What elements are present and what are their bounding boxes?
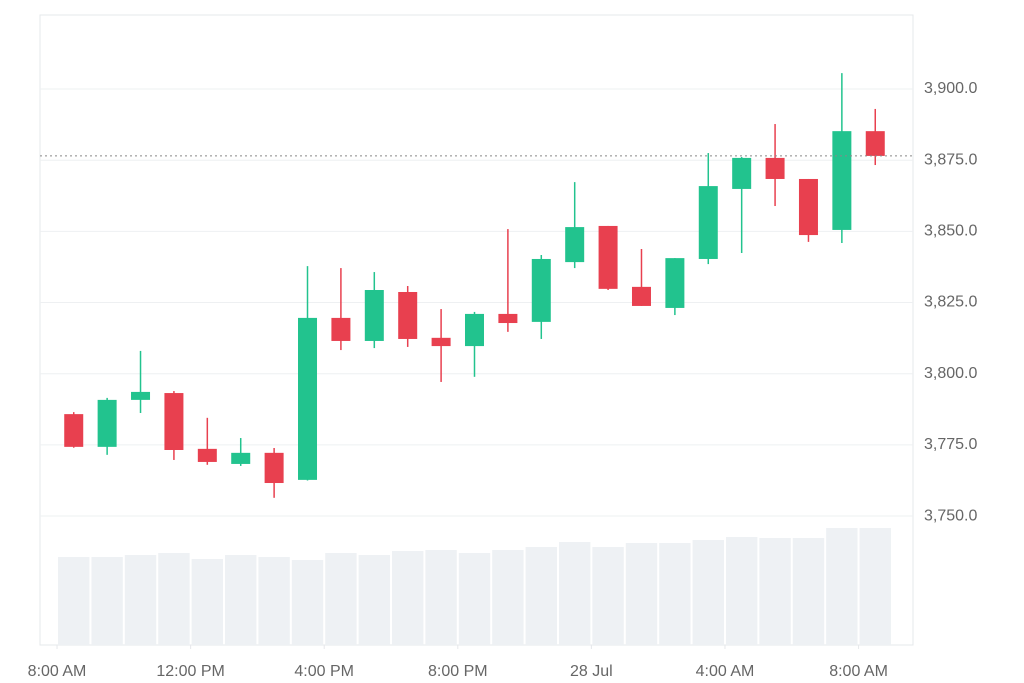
x-tick-label: 8:00 AM [28,663,87,680]
candle-body [364,290,384,341]
candle-body [832,131,852,230]
candle-body [798,178,818,236]
volume-bar [291,560,324,645]
candle-body [865,131,885,156]
volume-bar [759,538,791,645]
volume-bar [425,550,457,645]
volume-bar [358,555,391,645]
volume-bar [91,557,123,645]
x-tick-label: 28 Jul [570,663,613,680]
candle-body [598,225,618,289]
volume-bar [558,542,591,645]
volume-bar [258,557,290,645]
candle-body [264,452,284,484]
volume-bar [191,559,224,645]
candle-body [398,291,418,339]
candle-body [298,317,318,480]
volume-bar [859,528,891,645]
volume-bar [124,555,157,645]
volume-bar [325,553,357,645]
volume-bar [592,547,624,645]
candle-body [732,157,752,189]
volume-bar [625,543,658,645]
candle-body [565,227,585,263]
y-tick-label: 3,875.0 [924,151,977,168]
candle-body [665,258,685,308]
candle-body [131,391,151,400]
candle-body [698,186,718,259]
candle-body [431,337,451,347]
volume-bar [725,537,758,645]
volume-bar [826,528,858,645]
candle-body [631,286,651,306]
candle-body [498,313,518,324]
volume-bar [692,540,724,645]
x-tick-label: 8:00 AM [829,663,888,680]
volume-bar [525,547,557,645]
x-tick-label: 8:00 PM [428,663,488,680]
x-tick-label: 4:00 AM [696,663,755,680]
y-tick-label: 3,750.0 [924,507,977,524]
volume-bar [158,553,190,645]
volume-bar [792,538,825,645]
x-tick-label: 12:00 PM [156,663,224,680]
candle-body [531,258,551,322]
volume-bar [225,555,257,645]
y-tick-label: 3,900.0 [924,80,977,97]
volume-bar [58,557,90,645]
volume-bar [392,551,424,645]
y-tick-label: 3,850.0 [924,223,977,240]
volume-bar [458,553,491,645]
volume-bar [659,543,691,645]
x-tick-label: 4:00 PM [294,663,354,680]
candle-body [164,393,184,450]
candle-body [197,448,217,462]
candle-body [765,157,785,179]
candle-body [97,399,117,447]
candle-body [464,313,484,347]
candle-body [64,414,84,447]
candle-body [231,452,251,464]
volume-bar [492,550,524,645]
y-tick-label: 3,775.0 [924,436,977,453]
candle-body [331,317,351,341]
y-tick-label: 3,800.0 [924,365,977,382]
y-tick-label: 3,825.0 [924,294,977,311]
